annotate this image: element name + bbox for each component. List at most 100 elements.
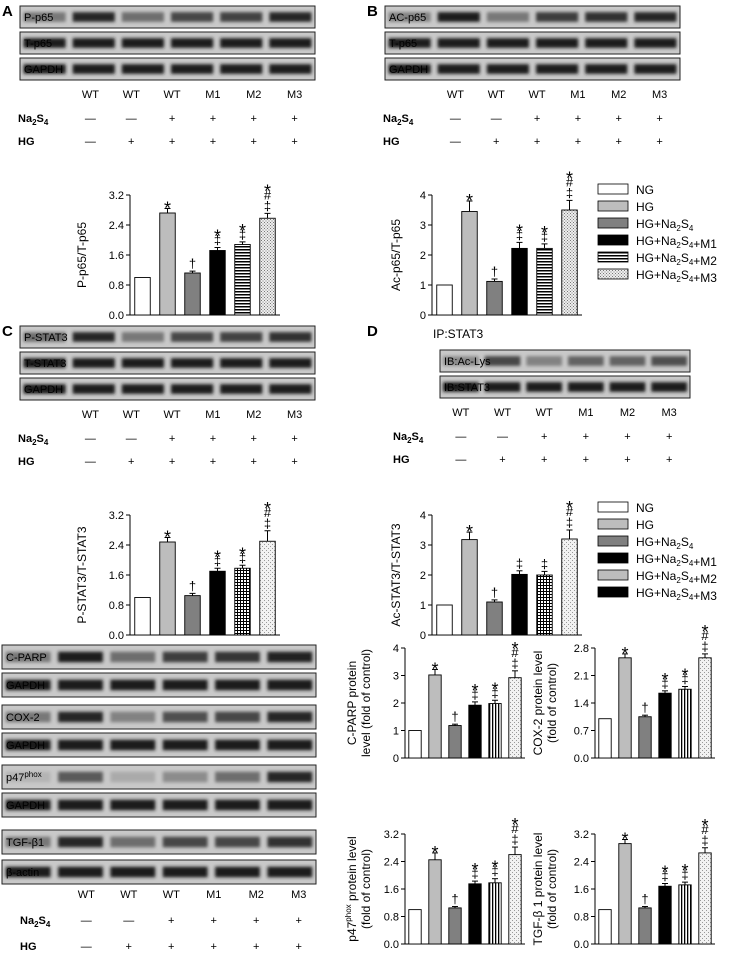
blot-band	[267, 651, 313, 663]
blot-strip	[1, 792, 317, 818]
y-tick-label: 1.6	[109, 250, 124, 262]
blot-band	[162, 799, 208, 811]
hg-mark: +	[583, 454, 589, 466]
lane-label: WT	[82, 409, 99, 421]
lane-label: M3	[291, 889, 306, 901]
blot-band	[215, 711, 260, 723]
lane-label: WT	[78, 889, 95, 901]
y-tick-label: 0.7	[574, 726, 589, 738]
lane-label: M1	[570, 89, 585, 101]
blot-band	[536, 64, 579, 74]
blot-band	[651, 356, 688, 366]
blot-band	[110, 711, 156, 723]
legend-label: HG+Na2S4	[636, 535, 694, 551]
y-tick-label: 0.0	[109, 630, 124, 642]
hg-mark: +	[624, 454, 630, 466]
na2s4-rest: S	[39, 915, 46, 927]
hg-mark: +	[251, 456, 257, 468]
bar	[511, 573, 528, 636]
y-axis-label-line2: (fold of control)	[545, 663, 559, 743]
na2s4-rest: S	[37, 433, 44, 445]
legend-na: Na	[661, 234, 677, 248]
hg-row-label: HG	[18, 456, 35, 468]
bar	[468, 704, 482, 759]
significance-mark: ‡	[471, 866, 478, 881]
significance-mark: #	[701, 822, 709, 837]
y-tick-label: 3.2	[574, 829, 589, 841]
blot-band	[58, 866, 103, 878]
blot-label: P-p65	[24, 12, 53, 24]
y-tick-label: 0.0	[574, 939, 589, 951]
hg-mark: +	[210, 136, 216, 148]
blot-strip	[1, 704, 317, 730]
blot-band	[634, 64, 677, 74]
blot-band	[484, 382, 521, 392]
legend-sub: 2	[676, 576, 681, 585]
hg-mark: +	[656, 136, 662, 148]
blot-band	[5, 836, 51, 848]
hg-mark: +	[296, 941, 302, 953]
blot-band	[58, 711, 103, 723]
blot-band	[23, 332, 66, 342]
legend-sub: 4	[689, 275, 694, 284]
blot-band	[536, 12, 579, 22]
bar	[461, 211, 478, 316]
significance-mark: *	[431, 843, 438, 863]
legend-text: HG+	[636, 217, 661, 231]
blot-strip	[384, 5, 681, 29]
y-axis-label: Ac-p65/T-p65	[389, 219, 403, 291]
significance-mark: *	[214, 227, 221, 247]
y-tick-label: 0.0	[574, 753, 589, 765]
y-tick-label: 2.4	[109, 220, 124, 232]
blot-band	[162, 651, 208, 663]
blot-band	[110, 651, 156, 663]
legend-label: HG+Na2S4+M3	[636, 586, 717, 603]
na2s4-row-label: Na2S4	[393, 431, 424, 445]
significance-mark: †	[641, 892, 648, 907]
significance-mark: *	[164, 199, 171, 219]
lane-label: WT	[123, 409, 140, 421]
significance-mark: †	[491, 264, 498, 279]
blot-strip	[384, 31, 681, 55]
na2s4-sub2: 4	[44, 438, 49, 447]
lane-label: WT	[164, 409, 181, 421]
significance-mark: †	[189, 256, 196, 271]
legend-label: NG	[636, 501, 654, 515]
significance-mark: ‡	[681, 672, 688, 687]
na2s4-mark: —	[491, 113, 502, 125]
legend-text: HG+	[636, 569, 661, 583]
legend-text: HG+	[636, 251, 661, 265]
na2s4-mark: —	[81, 915, 92, 927]
significance-mark: ‡	[541, 556, 548, 571]
y-axis-label-line2: (fold of control)	[359, 849, 373, 929]
bar	[461, 539, 478, 636]
na2s4-mark: +	[251, 433, 257, 445]
na2s4-sub: 2	[397, 118, 402, 127]
blot-band	[171, 358, 214, 368]
significance-mark: *	[471, 860, 478, 880]
blot-band	[121, 12, 164, 22]
y-axis-label-group: TGF-β 1 protein level (fold of control)	[531, 833, 559, 946]
na2s4-mark: —	[123, 915, 134, 927]
lane-label: M2	[620, 407, 635, 419]
y-axis-label-line2: (fold of control)	[545, 849, 559, 929]
hg-mark: —	[450, 136, 461, 148]
legend-sub: 4	[689, 542, 694, 551]
legend-label: HG	[636, 518, 654, 532]
significance-mark: †	[491, 585, 498, 600]
na2s4-rest: S	[412, 431, 419, 443]
y-tick-label: 1.6	[384, 884, 399, 896]
hg-row-label: HG	[20, 941, 37, 953]
blot-band	[121, 332, 164, 342]
legend-s: S	[681, 234, 689, 248]
na2s4-mark: +	[534, 113, 540, 125]
blot-label: IB:Ac-Lys	[444, 356, 491, 368]
lane-label: M2	[246, 409, 261, 421]
lane-label: M1	[206, 889, 221, 901]
hg-mark: —	[81, 941, 92, 953]
panel-d: D IP:STAT3 IB:Ac-Lys IB:STAT3 WT WT WT M1 M2 M3 Na…	[367, 323, 717, 642]
blot-band	[267, 739, 313, 751]
y-axis-label: Ac-STAT3/T-STAT3	[389, 523, 403, 626]
legend-sub: 4	[689, 593, 694, 602]
legend-swatch	[597, 183, 629, 195]
